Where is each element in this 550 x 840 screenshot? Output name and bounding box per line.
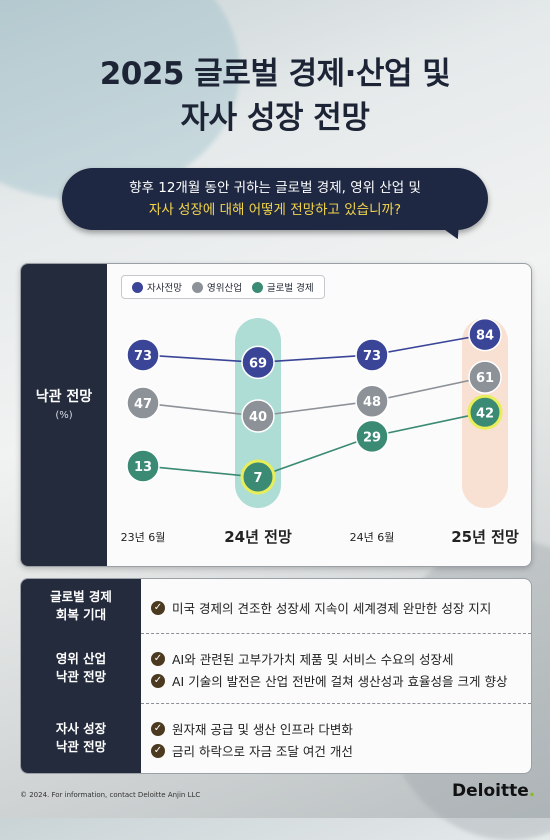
data-label: 7 (253, 471, 262, 486)
legend-dot-icon (251, 281, 263, 293)
data-point (467, 394, 503, 430)
footer-copyright: © 2024. For information, contact Deloitt… (20, 791, 201, 799)
line-chart: 73 69 73 84 47 40 48 61 13 7 29 42 (126, 317, 508, 508)
info-bullet-text: 미국 경제의 견조한 성장세 지속이 세계경제 완만한 성장 지지 (172, 601, 492, 616)
data-label: 13 (134, 460, 152, 475)
data-label: 48 (363, 395, 381, 410)
check-icon: ✓ (151, 600, 165, 615)
info-panel: 글로벌 경제 회복 기대 ✓ 미국 경제의 견조한 성장세 지속이 세계경제 완만한 … (20, 578, 532, 774)
info-bullet: ✓ 원자재 공급 및 생산 인프라 다변화 (151, 719, 353, 738)
check-icon: ✓ (151, 721, 165, 736)
page-title-line1: 2025 글로벌 경제·산업 및 (99, 56, 451, 92)
data-point (468, 360, 502, 394)
x-tick-label: 24년 전망 (224, 528, 292, 546)
series-line (142, 333, 486, 364)
chart-side-bar: 낙관 전망 (%) (21, 264, 107, 566)
info-bullet: ✓ AI 기술의 발전은 산업 전반에 걸쳐 생산성과 효율성을 크게 향상 (151, 671, 508, 690)
data-label: 29 (363, 430, 381, 445)
row-divider (141, 633, 531, 634)
info-bullet-text: AI 기술의 발전은 산업 전반에 걸쳐 생산성과 효율성을 크게 향상 (172, 674, 508, 689)
x-tick-label: 23년 6월 (120, 531, 166, 544)
x-tick-label: 25년 전망 (451, 528, 519, 546)
data-label: 73 (134, 349, 152, 364)
series-line (142, 376, 486, 417)
check-icon: ✓ (151, 743, 165, 758)
info-side-bar (21, 579, 141, 773)
legend-item: 영위산업 (191, 280, 242, 294)
data-point (240, 459, 276, 495)
info-row-label: 자사 성장 낙관 전망 (55, 721, 107, 754)
legend-label: 자사전망 (147, 283, 182, 294)
legend-label: 영위산업 (206, 283, 242, 294)
data-point (126, 338, 160, 372)
data-label: 84 (476, 329, 494, 344)
chart-side-label: 낙관 전망 (35, 389, 93, 405)
x-tick-label: 24년 6월 (349, 531, 395, 544)
legend-dot-icon (132, 281, 143, 293)
data-point (355, 419, 389, 454)
check-icon: ✓ (151, 673, 165, 688)
brand-dot-icon: . (528, 781, 536, 801)
question-line2: 자사 성장에 대해 어떻게 전망하고 있습니까? (148, 202, 402, 218)
data-label: 47 (134, 397, 152, 412)
row-divider (141, 703, 531, 704)
chart-legend: 자사전망 영위산업 글로벌 경제 (121, 275, 325, 299)
data-point (241, 345, 275, 380)
legend-label: 글로벌 경제 (266, 283, 314, 294)
data-point (468, 317, 502, 352)
info-bullet-text: 원자재 공급 및 생산 인프라 다변화 (172, 722, 353, 737)
chart-side-unit: (%) (55, 410, 73, 421)
question-line1: 향후 12개월 동안 귀하는 글로벌 경제, 영위 산업 및 (129, 180, 421, 196)
info-bullet: ✓ 금리 하락으로 자금 조달 여건 개선 (151, 741, 353, 760)
check-icon: ✓ (151, 651, 165, 666)
info-bullet: ✓ 미국 경제의 견조한 성장세 지속이 세계경제 완만한 성장 지지 (151, 598, 491, 617)
chart-panel: 낙관 전망 (%) 자사전망 영위산업 글로벌 경제 (20, 263, 532, 567)
data-point (241, 399, 275, 433)
data-label: 69 (249, 356, 267, 371)
data-label: 61 (476, 371, 494, 386)
legend-item: 자사전망 (132, 280, 182, 294)
data-point (126, 449, 160, 483)
data-label: 42 (476, 406, 494, 421)
data-label: 73 (363, 349, 381, 364)
legend-dot-icon (191, 281, 203, 293)
info-bullet-text: AI와 관련된 고부가가치 제품 및 서비스 수요의 성장세 (172, 652, 454, 667)
brand-name: Deloitte (452, 781, 529, 801)
page-title-line2: 자사 성장 전망 (180, 100, 370, 136)
legend-item: 글로벌 경제 (251, 280, 314, 294)
data-point (355, 338, 389, 372)
info-bullet: ✓ AI와 관련된 고부가가치 제품 및 서비스 수요의 성장세 (151, 649, 454, 668)
info-row-label: 영위 산업 낙관 전망 (55, 651, 107, 684)
question-bubble: 향후 12개월 동안 귀하는 글로벌 경제, 영위 산업 및 자사 성장에 대해… (62, 168, 488, 230)
data-point (126, 386, 160, 420)
series-line (142, 411, 486, 478)
data-point (355, 384, 389, 418)
info-row-label: 글로벌 경제 회복 기대 (50, 589, 112, 622)
info-bullet-text: 금리 하락으로 자금 조달 여건 개선 (172, 744, 353, 759)
data-label: 40 (249, 410, 267, 425)
deloitte-logo: Deloitte. (452, 781, 535, 801)
